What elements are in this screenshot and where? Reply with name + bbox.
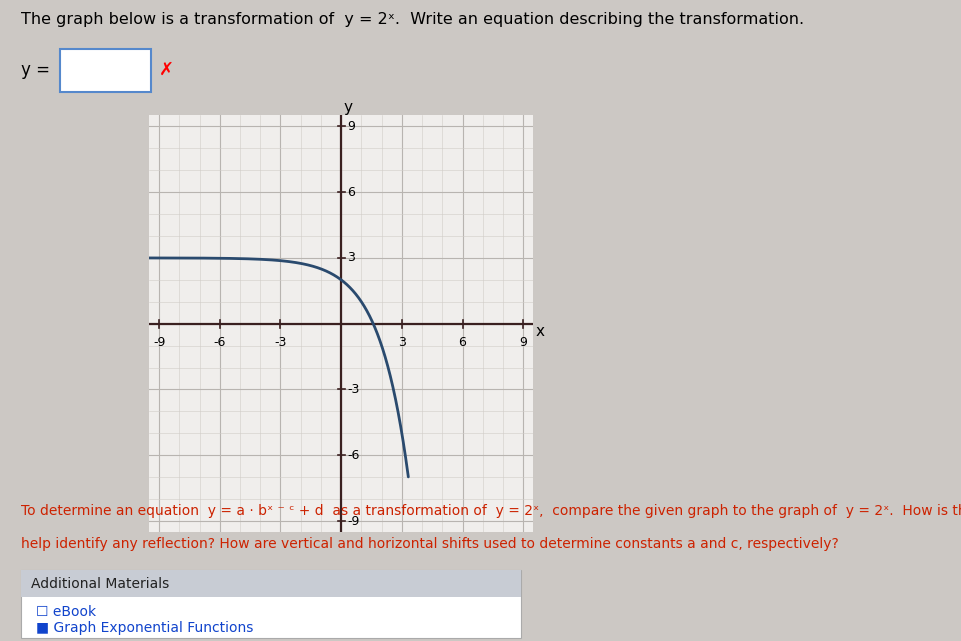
Text: 3: 3 — [398, 336, 406, 349]
FancyBboxPatch shape — [60, 49, 151, 92]
Text: 3: 3 — [347, 251, 356, 265]
Text: -9: -9 — [347, 515, 359, 528]
Bar — [21, 570, 521, 597]
Text: y =: y = — [21, 61, 50, 79]
Text: The graph below is a transformation of  y = 2ˣ.  Write an equation describing th: The graph below is a transformation of y… — [21, 12, 804, 28]
Text: -6: -6 — [347, 449, 359, 462]
Text: Additional Materials: Additional Materials — [31, 577, 169, 591]
Text: ☐ eBook: ☐ eBook — [37, 605, 96, 619]
Text: -3: -3 — [274, 336, 286, 349]
Text: 9: 9 — [347, 120, 356, 133]
Text: help identify any reflection? How are vertical and horizontal shifts used to det: help identify any reflection? How are ve… — [21, 537, 839, 551]
Text: 6: 6 — [347, 186, 356, 199]
Text: -6: -6 — [213, 336, 226, 349]
Text: ■ Graph Exponential Functions: ■ Graph Exponential Functions — [37, 621, 254, 635]
Text: 6: 6 — [458, 336, 466, 349]
Text: 9: 9 — [519, 336, 528, 349]
Text: To determine an equation  y = a · bˣ ⁻ ᶜ + d  as a transformation of  y = 2ˣ,  c: To determine an equation y = a · bˣ ⁻ ᶜ … — [21, 504, 961, 518]
Text: -3: -3 — [347, 383, 359, 396]
Text: -9: -9 — [153, 336, 165, 349]
Text: ✗: ✗ — [159, 61, 174, 79]
Text: x: x — [536, 324, 545, 339]
Text: y: y — [344, 100, 353, 115]
